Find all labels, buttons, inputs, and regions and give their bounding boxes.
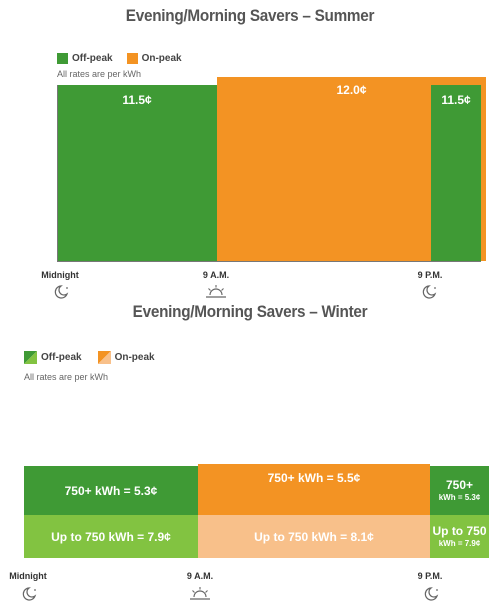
summer-moon-icon-midnight	[54, 285, 69, 299]
winter-legend-offpeak-label: Off-peak	[41, 352, 82, 363]
winter-bar-onpeak-tier2: Up to 750 kWh = 8.1¢	[198, 515, 430, 558]
summer-legend-offpeak-label: Off-peak	[72, 53, 113, 64]
summer-bar-label: 11.5¢	[441, 93, 471, 107]
winter-evening-tier2-sublabel: kWh = 7.9¢	[438, 538, 481, 548]
winter-bar-offpeak-evening-tier2: Up to 750 kWh = 7.9¢	[430, 515, 489, 558]
winter-tick-9am: 9 A.M.	[186, 571, 214, 581]
winter-legend-onpeak-swatch	[97, 351, 111, 364]
summer-tick-9am: 9 A.M.	[202, 270, 230, 280]
winter-bar-offpeak-evening-tier1: 750+ kWh = 5.3¢	[430, 466, 489, 515]
winter-sunrise-icon	[190, 587, 210, 600]
winter-evening-tier2-label: Up to 750	[432, 524, 487, 538]
winter-rate-note: All rates are per kWh	[24, 372, 109, 382]
winter-bar-onpeak-tier1: 750+ kWh = 5.5¢	[198, 464, 430, 515]
winter-legend-offpeak-swatch	[24, 351, 37, 364]
summer-legend: Off-peak On-peak	[57, 53, 182, 64]
summer-tick-9pm: 9 P.M.	[417, 270, 443, 280]
winter-legend: Off-peak On-peak	[24, 351, 155, 364]
summer-plot-area: 11.5¢ 12.0¢ 11.5¢	[57, 77, 486, 261]
summer-tick-midnight: Midnight	[41, 270, 79, 280]
winter-evening-tier1-sublabel: kWh = 5.3¢	[438, 492, 481, 502]
summer-bar-offpeak-morning: 11.5¢	[57, 85, 217, 261]
summer-moon-icon-9pm	[422, 285, 437, 299]
winter-moon-icon-midnight	[22, 587, 37, 601]
summer-bar-label: 12.0¢	[336, 83, 367, 97]
winter-tick-midnight: Midnight	[9, 571, 47, 581]
winter-moon-icon-9pm	[424, 587, 439, 601]
summer-bar-label: 11.5¢	[122, 93, 152, 107]
summer-legend-offpeak-swatch	[57, 53, 68, 64]
summer-legend-onpeak-label: On-peak	[141, 53, 182, 64]
summer-legend-onpeak-swatch	[126, 53, 138, 64]
winter-legend-onpeak-label: On-peak	[114, 352, 155, 363]
summer-bar-offpeak-evening: 11.5¢	[431, 85, 481, 261]
winter-bar-offpeak-morning-tier2: Up to 750 kWh = 7.9¢	[24, 515, 198, 558]
winter-bar-offpeak-morning-tier1: 750+ kWh = 5.3¢	[24, 466, 198, 515]
summer-chart-title: Evening/Morning Savers – Summer	[125, 6, 375, 25]
summer-sunrise-icon	[206, 285, 226, 298]
summer-rate-note: All rates are per kWh	[57, 69, 142, 79]
winter-evening-tier1-label: 750+	[445, 478, 474, 492]
summer-x-axis	[57, 261, 481, 262]
winter-chart-title: Evening/Morning Savers – Winter	[132, 302, 368, 321]
winter-tick-9pm: 9 P.M.	[417, 571, 443, 581]
summer-y-axis	[57, 85, 58, 261]
